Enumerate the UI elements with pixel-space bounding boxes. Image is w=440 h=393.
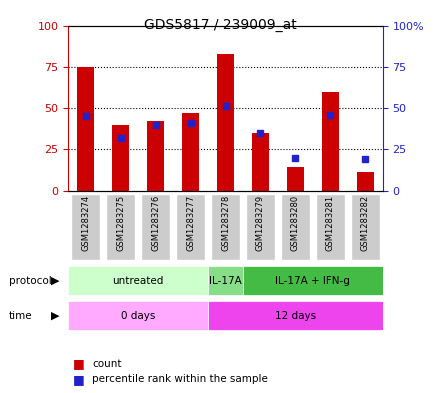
- Text: IL-17A: IL-17A: [209, 275, 242, 286]
- Text: GSM1283281: GSM1283281: [326, 195, 335, 251]
- Text: GSM1283278: GSM1283278: [221, 195, 230, 251]
- Bar: [182, 113, 199, 191]
- FancyBboxPatch shape: [141, 194, 170, 260]
- FancyBboxPatch shape: [71, 194, 100, 260]
- FancyBboxPatch shape: [281, 194, 310, 260]
- Text: GDS5817 / 239009_at: GDS5817 / 239009_at: [143, 18, 297, 32]
- Bar: [243, 266, 383, 295]
- Text: IL-17A + IFN-g: IL-17A + IFN-g: [275, 275, 350, 286]
- Text: GSM1283279: GSM1283279: [256, 195, 265, 251]
- Bar: [287, 167, 304, 191]
- Text: ▶: ▶: [51, 275, 59, 286]
- FancyBboxPatch shape: [106, 194, 135, 260]
- Bar: [356, 173, 374, 191]
- Text: ■: ■: [73, 357, 84, 370]
- Bar: [252, 133, 269, 191]
- Bar: [68, 266, 208, 295]
- Bar: [208, 266, 243, 295]
- Bar: [208, 301, 383, 331]
- Text: percentile rank within the sample: percentile rank within the sample: [92, 374, 268, 384]
- Text: count: count: [92, 358, 122, 369]
- FancyBboxPatch shape: [246, 194, 275, 260]
- Bar: [112, 125, 129, 191]
- Bar: [217, 53, 234, 191]
- Text: GSM1283274: GSM1283274: [81, 195, 90, 251]
- Text: 0 days: 0 days: [121, 311, 155, 321]
- Text: time: time: [9, 311, 33, 321]
- FancyBboxPatch shape: [211, 194, 240, 260]
- Bar: [68, 301, 208, 331]
- Text: ■: ■: [73, 373, 84, 386]
- Text: ▶: ▶: [51, 311, 59, 321]
- Text: untreated: untreated: [113, 275, 164, 286]
- Text: 12 days: 12 days: [275, 311, 316, 321]
- Text: GSM1283276: GSM1283276: [151, 195, 160, 251]
- FancyBboxPatch shape: [351, 194, 380, 260]
- FancyBboxPatch shape: [176, 194, 205, 260]
- Bar: [147, 121, 164, 191]
- FancyBboxPatch shape: [316, 194, 345, 260]
- Text: protocol: protocol: [9, 275, 51, 286]
- Bar: [77, 67, 95, 191]
- Bar: [322, 92, 339, 191]
- Text: GSM1283275: GSM1283275: [116, 195, 125, 251]
- Text: GSM1283280: GSM1283280: [291, 195, 300, 251]
- Text: GSM1283277: GSM1283277: [186, 195, 195, 251]
- Text: GSM1283282: GSM1283282: [361, 195, 370, 251]
